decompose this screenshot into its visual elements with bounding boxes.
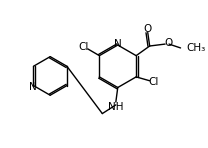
Text: N: N: [114, 39, 122, 49]
Text: Cl: Cl: [148, 77, 159, 87]
Text: CH₃: CH₃: [186, 43, 206, 53]
Text: O: O: [165, 38, 173, 48]
Text: N: N: [29, 82, 36, 92]
Text: Cl: Cl: [79, 42, 89, 52]
Text: O: O: [144, 24, 152, 34]
Text: NH: NH: [108, 102, 124, 112]
